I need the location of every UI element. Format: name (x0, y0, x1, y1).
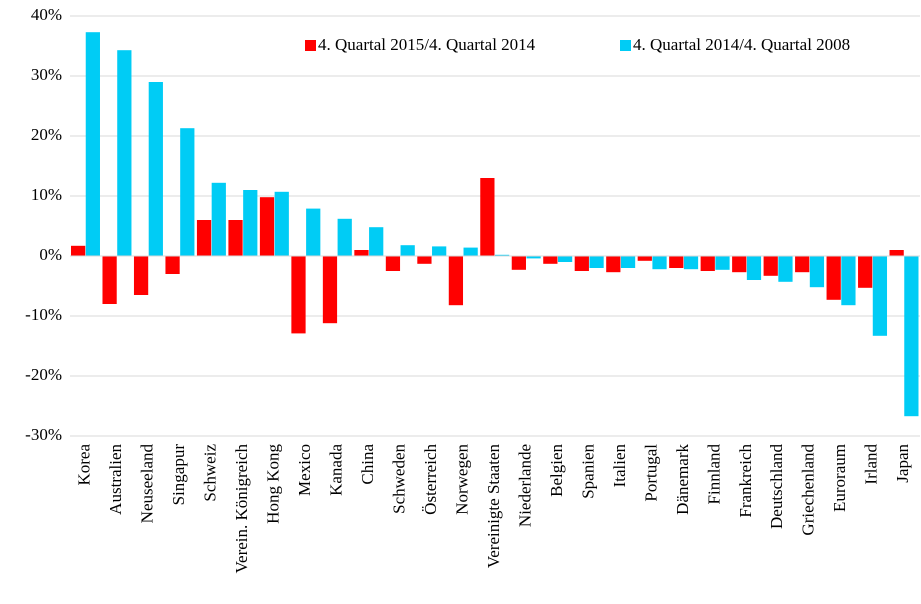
x-tick-label: Portugal (641, 444, 660, 502)
x-tick-label: Frankreich (736, 444, 755, 518)
bar (841, 256, 856, 306)
bar (102, 256, 117, 304)
x-tick-label: Korea (75, 444, 94, 486)
bar (858, 256, 873, 288)
x-tick-label: Australien (106, 444, 125, 515)
bar (543, 256, 558, 264)
x-tick-label: Japan (893, 444, 912, 483)
bar (180, 128, 195, 256)
y-tick-label: -20% (25, 365, 62, 384)
x-tick-label: Schweden (389, 444, 408, 514)
bar (117, 50, 132, 257)
bar (872, 256, 888, 336)
bar (369, 227, 384, 256)
legend-label: 4. Quartal 2015/4. Quartal 2014 (318, 35, 536, 54)
bar (259, 197, 275, 256)
bar (133, 256, 149, 295)
bar (669, 256, 684, 268)
x-tick-label: China (358, 444, 377, 485)
bar (637, 256, 652, 261)
x-tick-label: Mexico (295, 444, 314, 496)
x-tick-label: Finnland (704, 444, 723, 505)
bar (809, 256, 825, 288)
x-tick-label: Singapur (169, 444, 188, 506)
y-tick-label: -30% (25, 425, 62, 444)
bar (274, 191, 289, 256)
bar (243, 190, 258, 256)
x-tick-label: Kanada (326, 444, 345, 496)
bar (826, 256, 841, 300)
x-tick-label: Italien (610, 444, 629, 488)
bar (400, 245, 415, 256)
bar (589, 256, 604, 268)
bar (495, 254, 510, 256)
bar (526, 256, 541, 259)
y-tick-label: 20% (31, 125, 62, 144)
x-tick-label: Verein. Königreich (232, 444, 251, 574)
y-tick-label: 30% (31, 65, 62, 84)
bar (795, 256, 810, 273)
bar (417, 256, 432, 264)
bar (700, 256, 715, 271)
bar (778, 256, 793, 282)
bar (71, 245, 86, 256)
bar (291, 256, 306, 334)
bar (85, 32, 100, 257)
bar (746, 256, 762, 280)
x-tick-label: Spanien (578, 444, 597, 499)
bar (511, 256, 526, 270)
x-tick-label: Schweiz (201, 444, 220, 502)
bar (196, 220, 212, 256)
y-tick-label: 0% (39, 245, 62, 264)
bar (322, 256, 338, 324)
x-tick-label: Deutschland (767, 444, 786, 529)
bar (432, 246, 447, 256)
x-tick-label: Belgien (547, 444, 566, 497)
bar (306, 208, 321, 256)
x-tick-label: Irland (862, 444, 881, 485)
bar (448, 256, 464, 306)
y-tick-label: 10% (31, 185, 62, 204)
bar (732, 256, 747, 273)
x-tick-label: Norwegen (452, 444, 471, 515)
bar (463, 247, 478, 256)
bar (228, 220, 243, 256)
bar (574, 256, 589, 271)
bar (715, 256, 730, 270)
bar (148, 82, 163, 256)
bar (165, 256, 180, 274)
x-tick-label: Dänemark (673, 444, 692, 515)
bar (606, 256, 621, 273)
bar (211, 182, 226, 256)
legend-label: 4. Quartal 2014/4. Quartal 2008 (633, 35, 850, 54)
bar (354, 250, 369, 256)
bar (480, 178, 495, 256)
bar (652, 256, 667, 270)
bar (557, 256, 573, 262)
x-tick-label: Euroraum (830, 444, 849, 512)
y-tick-label: 40% (31, 5, 62, 24)
bar (763, 256, 778, 276)
x-tick-label: Vereinigte Staaten (484, 444, 503, 569)
bar (620, 256, 636, 268)
x-tick-label: Neuseeland (138, 444, 157, 524)
x-tick-label: Griechenland (799, 444, 818, 536)
bar (904, 256, 919, 417)
bar (683, 256, 699, 270)
legend-swatch (620, 40, 631, 51)
y-tick-label: -10% (25, 305, 62, 324)
legend-swatch (305, 40, 316, 51)
bar (337, 218, 352, 256)
x-tick-label: Niederlande (515, 444, 534, 527)
bar (385, 256, 401, 271)
x-tick-label: Österreich (421, 444, 440, 515)
x-tick-label: Hong Kong (264, 444, 283, 524)
bar (889, 250, 904, 256)
